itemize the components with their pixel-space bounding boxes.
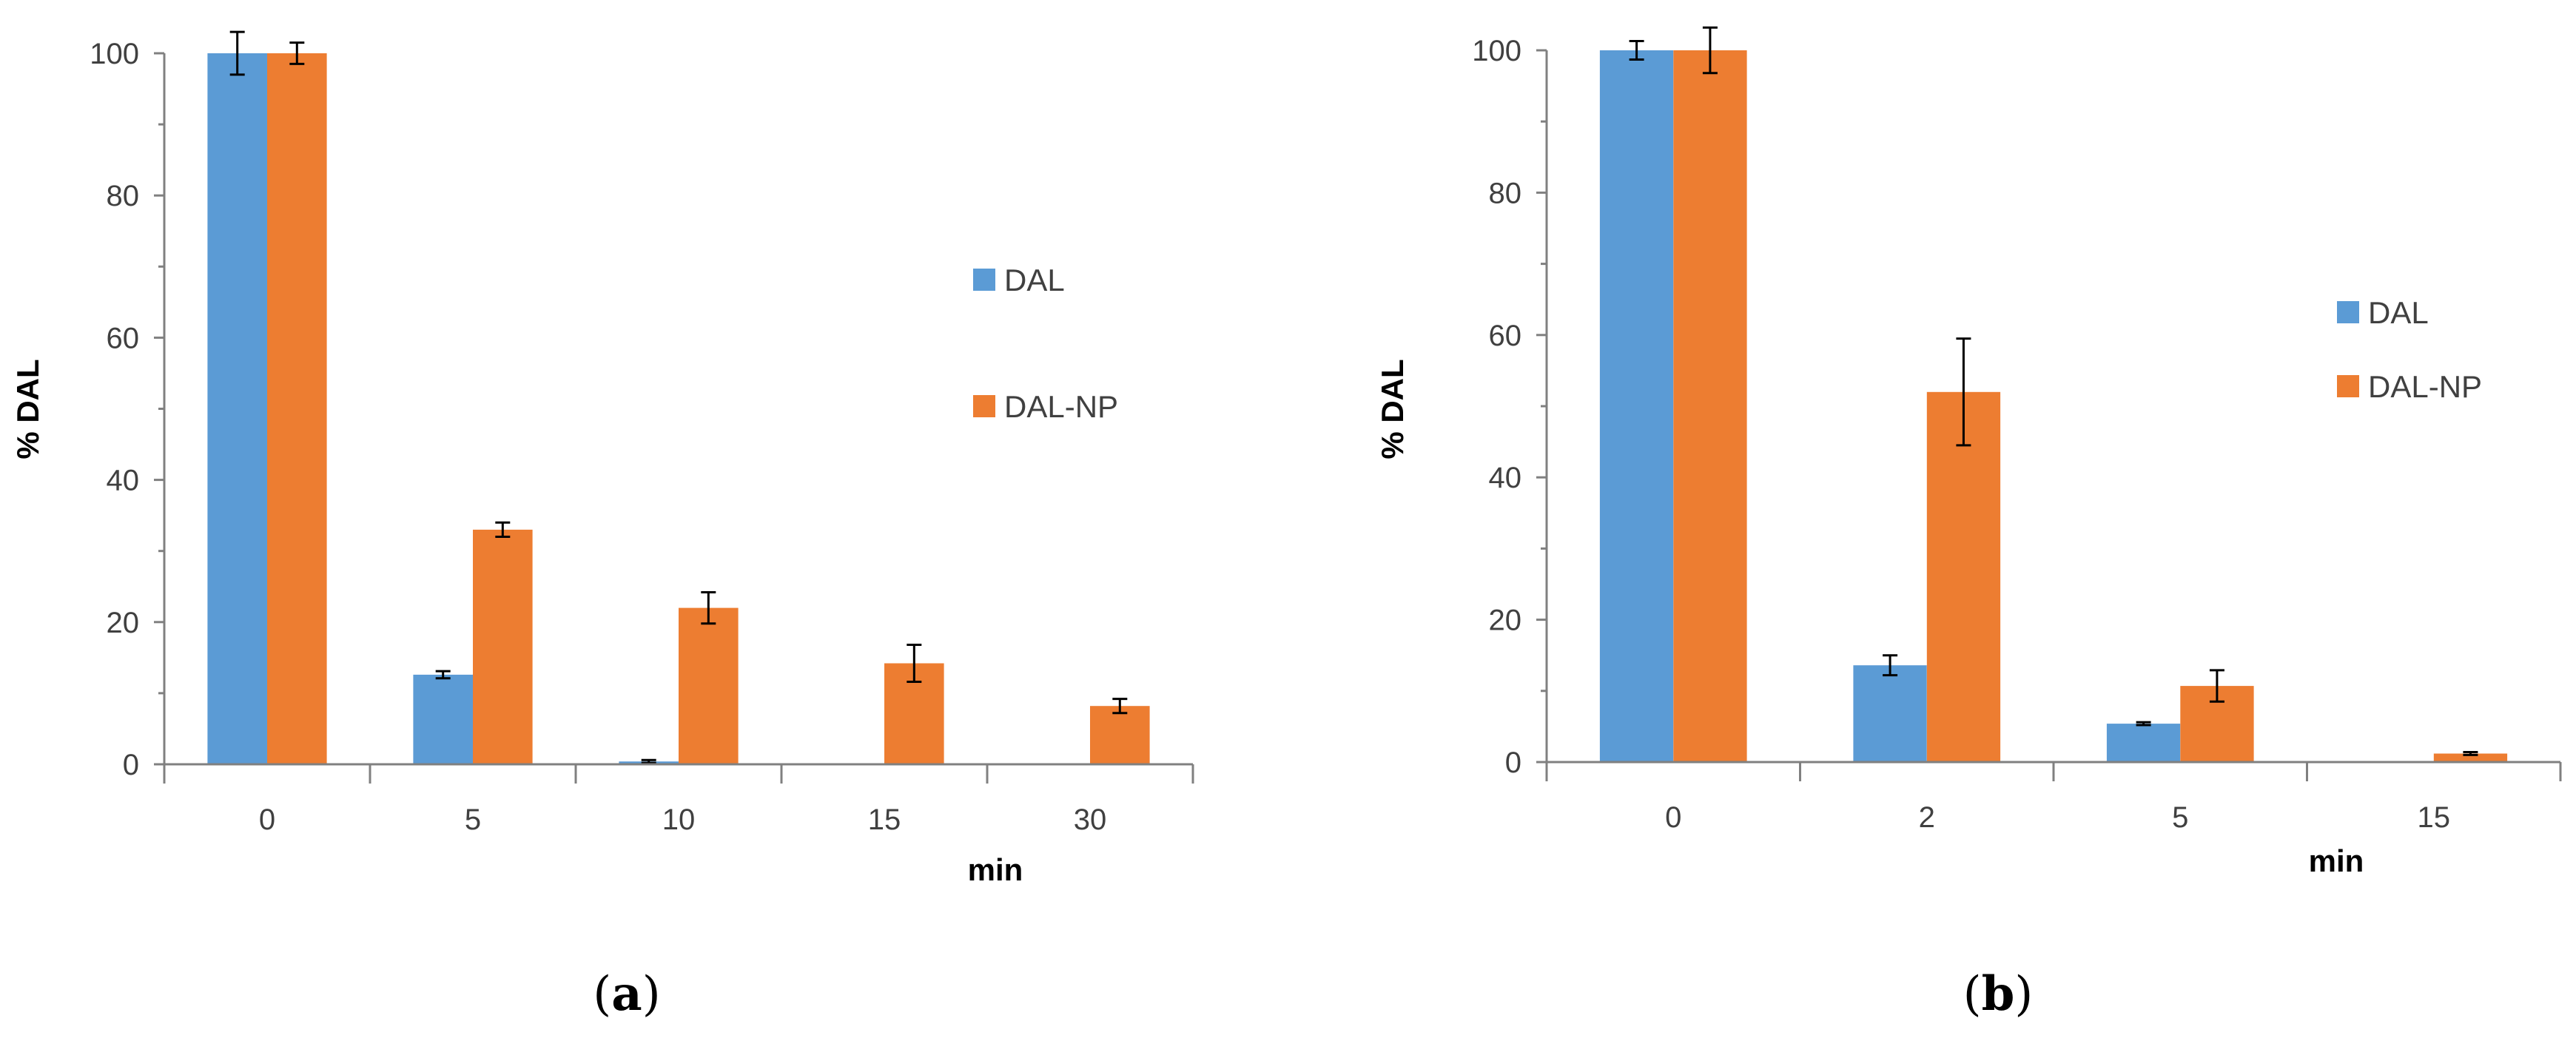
error-bar-dal-np-15 [2463,751,2478,756]
chart-panel-b: 0 20 40 60 80 100 0 2 5 15 min % DAL DAL DAL-NP [1375,26,2562,878]
y-tick-label: 100 [90,38,139,70]
y-tick-label: 20 [107,607,140,639]
error-bar-dal-np-0 [289,41,305,65]
legend: DAL DAL-NP [2337,295,2482,404]
x-tick-label: 2 [1919,801,1935,834]
legend-swatch-dal [973,269,995,291]
bar-dal-5 [413,674,473,764]
panel-label-a: (a) [593,966,660,1022]
error-bar-dal-5 [2136,721,2151,727]
legend-label-dal-np: DAL-NP [2368,369,2482,404]
x-axis-title: min [2309,843,2364,878]
bar-dal-5 [2106,724,2181,762]
y-tick-label: 40 [1489,462,1522,494]
error-bar-dal-2 [1883,654,1898,677]
bar-dal-0 [207,53,267,764]
bar-dal-np-15 [2433,753,2508,762]
x-tick-label: 30 [1074,804,1107,836]
bar-dal-np-0 [1673,50,1747,762]
legend-swatch-dal-np [2337,375,2359,397]
bar-dal-0 [1599,50,1674,762]
x-axis-title: min [968,852,1023,887]
y-tick-label: 80 [107,180,140,212]
error-bar-dal-np-15 [907,644,922,684]
error-bar-dal-0 [229,30,245,76]
chart-panel-a: 0 20 40 60 80 100 0 5 10 15 30 min % DAL DAL DAL-NP [10,30,1194,887]
x-tick-label: 0 [259,804,275,836]
y-tick-label: 0 [123,749,139,781]
x-tick-label: 5 [465,804,481,836]
x-tick-label: 10 [662,804,696,836]
y-tick-label: 60 [1489,320,1522,352]
y-axis-title: % DAL [10,359,45,459]
error-bar-dal-10 [641,758,656,764]
legend-label-dal: DAL [2368,295,2429,330]
bar-dal-2 [1853,665,1927,762]
y-tick-label: 80 [1489,177,1522,209]
y-tick-label: 60 [107,322,140,354]
legend-swatch-dal-np [973,395,995,417]
error-bar-dal-np-5 [495,521,511,538]
y-tick-label: 0 [1505,747,1521,779]
legend-label-dal: DAL [1004,263,1065,297]
y-axis-title: % DAL [1375,359,1410,459]
y-tick-label: 20 [1489,604,1522,637]
panel-label-b: (b) [1963,966,2034,1022]
bar-dal-np-0 [267,53,327,764]
error-bar-dal-5 [435,670,451,680]
legend: DAL DAL-NP [973,263,1118,424]
legend-swatch-dal [2337,301,2359,323]
bar-dal-np-2 [1926,391,2001,762]
x-tick-label: 15 [2418,801,2451,834]
legend-label-dal-np: DAL-NP [1004,389,1118,424]
bar-dal-np-10 [679,607,739,764]
error-bar-dal-0 [1629,39,1644,61]
error-bar-dal-np-30 [1112,698,1128,715]
x-tick-label: 5 [2172,801,2188,834]
bar-dal-np-30 [1090,706,1150,764]
y-tick-label: 100 [1472,35,1521,67]
bar-dal-np-5 [473,529,533,764]
x-tick-label: 15 [868,804,901,836]
error-bar-dal-np-10 [701,590,716,625]
error-bar-dal-np-0 [1702,26,1718,75]
y-tick-label: 40 [107,465,140,497]
error-bar-dal-np-2 [1956,337,1971,447]
x-tick-label: 0 [1665,801,1681,834]
error-bar-dal-np-5 [2209,669,2224,703]
